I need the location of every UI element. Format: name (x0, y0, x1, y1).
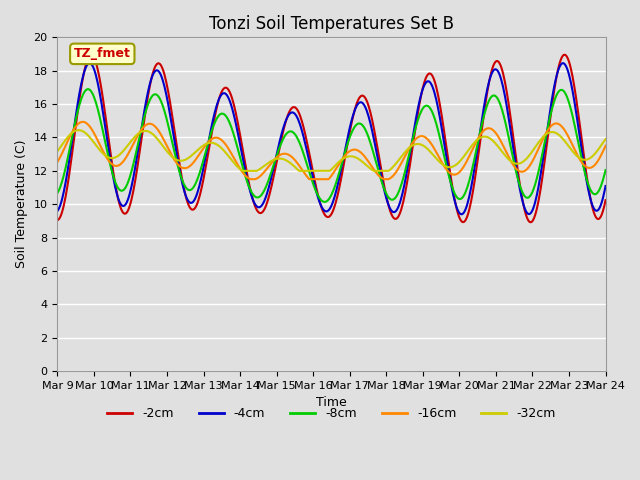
-2cm (301, 132, 309, 138)
-16cm (378, 176, 386, 181)
-4cm (458, 211, 466, 217)
-4cm (303, 145, 310, 151)
-4cm (468, 180, 476, 186)
-16cm (303, 174, 311, 180)
-2cm (376, 162, 384, 168)
-32cm (239, 168, 247, 174)
-4cm (195, 183, 203, 189)
-4cm (602, 183, 609, 189)
-16cm (79, 119, 87, 125)
-2cm (467, 203, 474, 209)
-4cm (420, 82, 428, 88)
-32cm (303, 168, 311, 174)
Line: -2cm: -2cm (58, 55, 605, 222)
-16cm (468, 148, 476, 154)
-2cm (527, 219, 534, 225)
-2cm (195, 198, 202, 204)
-4cm (54, 208, 61, 214)
-2cm (420, 83, 428, 88)
-8cm (468, 167, 476, 173)
Legend: -2cm, -4cm, -8cm, -16cm, -32cm: -2cm, -4cm, -8cm, -16cm, -32cm (102, 402, 561, 425)
-32cm (152, 134, 159, 140)
-8cm (422, 103, 429, 109)
-8cm (54, 190, 61, 196)
Line: -8cm: -8cm (58, 89, 605, 202)
X-axis label: Time: Time (316, 396, 347, 409)
Y-axis label: Soil Temperature (C): Soil Temperature (C) (15, 140, 28, 268)
-16cm (54, 159, 61, 165)
-32cm (54, 148, 61, 154)
-2cm (54, 217, 61, 223)
-32cm (468, 143, 476, 148)
-16cm (422, 134, 429, 140)
-2cm (602, 197, 609, 203)
-4cm (378, 174, 385, 180)
-8cm (602, 167, 609, 173)
-8cm (321, 199, 328, 205)
-8cm (195, 171, 203, 177)
-16cm (195, 152, 203, 157)
Title: Tonzi Soil Temperatures Set B: Tonzi Soil Temperatures Set B (209, 15, 454, 33)
-8cm (303, 159, 310, 165)
-32cm (602, 136, 609, 142)
Line: -32cm: -32cm (58, 130, 605, 171)
Line: -16cm: -16cm (58, 122, 605, 179)
Line: -4cm: -4cm (58, 63, 605, 214)
Text: TZ_fmet: TZ_fmet (74, 48, 131, 60)
-8cm (84, 86, 92, 92)
-2cm (150, 66, 158, 72)
-32cm (422, 144, 429, 150)
-32cm (75, 127, 83, 133)
-32cm (195, 146, 203, 152)
-4cm (152, 68, 159, 74)
-16cm (602, 143, 609, 149)
-2cm (561, 52, 568, 58)
-8cm (378, 180, 386, 186)
-8cm (152, 91, 159, 97)
-32cm (378, 168, 386, 174)
-16cm (248, 176, 255, 182)
-4cm (86, 60, 93, 66)
-16cm (152, 124, 159, 130)
